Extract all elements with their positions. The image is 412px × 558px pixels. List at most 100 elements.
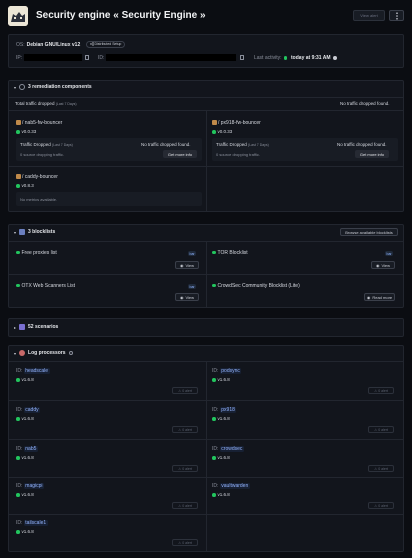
log-processor-version: v1.6.8 xyxy=(212,416,230,421)
copy-id-icon[interactable] xyxy=(240,54,244,60)
log-processors-header[interactable]: ▾ Log processors xyxy=(14,350,74,356)
read-more-button[interactable]: ◉ Read more xyxy=(364,293,395,301)
copy-ip-icon[interactable] xyxy=(85,54,89,60)
view-blocklist-button[interactable]: ◉ View xyxy=(371,261,395,269)
bouncer-name: / px918-fw-bouncer xyxy=(218,120,261,126)
alerts-label: 0 alert xyxy=(182,388,192,393)
activity-status-dot xyxy=(283,56,288,60)
status-dot xyxy=(212,283,216,288)
distributed-setup-badge: Distributed Setup xyxy=(86,40,125,48)
scenarios-card[interactable] xyxy=(8,318,404,337)
eye-icon: ◉ xyxy=(179,262,184,268)
divider xyxy=(8,439,404,440)
traffic-period: (Last 7 Days) xyxy=(248,143,269,147)
alerts-button[interactable]: ⚠ 0 alert xyxy=(172,465,198,472)
info-icon[interactable] xyxy=(68,350,74,356)
log-processor-version: v1.6.8 xyxy=(16,529,34,534)
status-dot xyxy=(16,417,20,421)
bouncer-icon xyxy=(16,174,21,180)
alert-icon: ⚠ xyxy=(178,503,182,508)
log-processor-version: v1.6.8 xyxy=(16,492,34,497)
blocklists-header[interactable]: ▾ 3 blocklists xyxy=(14,229,55,235)
version-label: v1.6.8 xyxy=(21,529,34,534)
blocklist-name: Free proxies list xyxy=(21,250,57,256)
log-processor-id: ID: px918 xyxy=(212,407,237,413)
alert-icon: ⚠ xyxy=(178,466,182,471)
log-processor-version: v1.6.8 xyxy=(16,416,34,421)
get-more-info-button[interactable]: Get more info xyxy=(355,150,389,158)
log-processor-name: crowdsec xyxy=(219,446,244,452)
browse-blocklists-label: Browse available blocklists xyxy=(345,229,393,235)
alert-icon: ⚠ xyxy=(178,540,182,545)
alerts-button[interactable]: ⚠ 0 alert xyxy=(368,465,394,472)
view-alert-button[interactable]: View alert xyxy=(353,10,385,21)
eye-icon: ◉ xyxy=(366,294,371,300)
scenarios-header[interactable]: ▸ 52 scenarios xyxy=(14,324,58,330)
alerts-button[interactable]: ⚠ 0 alert xyxy=(172,426,198,433)
alert-icon: ⚠ xyxy=(178,388,182,393)
status-dot xyxy=(16,283,20,288)
scenarios-title: 52 scenarios xyxy=(28,324,59,330)
view-blocklist-button[interactable]: ◉ View xyxy=(175,261,199,269)
eye-icon: ◉ xyxy=(179,294,184,300)
version-label: v1.6.8 xyxy=(217,492,230,497)
ip-value-redacted xyxy=(24,54,82,61)
alerts-label: 0 alert xyxy=(378,388,388,393)
log-processor-id: ID: caddy xyxy=(16,407,41,413)
distributed-icon xyxy=(89,42,94,46)
engine-avatar xyxy=(8,6,28,26)
alerts-button[interactable]: ⚠ 0 alert xyxy=(172,502,198,509)
view-label: View xyxy=(185,262,195,268)
alert-icon: ⚠ xyxy=(374,427,378,432)
log-processor-id: ID: vaultwarden xyxy=(212,483,250,489)
remediation-header[interactable]: ▾ 3 remediation components xyxy=(14,84,92,90)
alerts-button[interactable]: ⚠ 0 alert xyxy=(172,539,198,546)
alerts-label: 0 alert xyxy=(182,503,192,508)
divider xyxy=(8,477,404,478)
bouncer-name: / caddy-bouncer xyxy=(22,174,58,180)
no-metrics-text: No metrics available. xyxy=(20,197,58,202)
version-label: v1.6.8 xyxy=(21,492,34,497)
traffic-dropped-label: Traffic Dropped (Last 7 Days) xyxy=(216,142,269,147)
blocklist-badge: bar xyxy=(188,284,197,289)
browse-blocklists-button[interactable]: Browse available blocklists xyxy=(340,228,398,236)
id-label: ID: xyxy=(16,520,23,526)
eye-icon: ◉ xyxy=(375,262,380,268)
alert-icon: ⚠ xyxy=(374,388,378,393)
os-row: OS: Debian GNU/Linux v12 xyxy=(16,42,80,48)
version-label: v1.6.8 xyxy=(21,455,34,460)
alerts-button[interactable]: ⚠ 0 alert xyxy=(368,426,394,433)
get-more-info-button[interactable]: Get more info xyxy=(163,150,197,158)
more-menu-button[interactable] xyxy=(389,10,404,21)
log-processor-id: ID: nab5 xyxy=(16,446,38,452)
version-label: v1.6.8 xyxy=(21,377,34,382)
alert-icon: ⚠ xyxy=(178,427,182,432)
log-processor-icon xyxy=(19,350,26,356)
get-more-info-label: Get more info xyxy=(167,151,193,157)
id-label: ID: xyxy=(16,368,23,374)
info-icon[interactable] xyxy=(332,56,337,60)
bouncer-version: v0.8.3 xyxy=(16,183,34,188)
version-label: v1.6.8 xyxy=(21,416,34,421)
log-processor-version: v1.6.8 xyxy=(212,455,230,460)
alerts-button[interactable]: ⚠ 0 alert xyxy=(368,387,394,394)
divider xyxy=(8,166,404,167)
log-processor-name: px918 xyxy=(219,407,237,413)
last-activity-value: today at 9:31 AM xyxy=(291,55,331,61)
log-processor-id: ID: podsync xyxy=(212,368,242,374)
log-processors-title: Log processors xyxy=(28,350,66,356)
alert-icon: ⚠ xyxy=(374,466,378,471)
status-dot xyxy=(16,530,20,534)
status-dot xyxy=(212,378,216,382)
os-value: Debian GNU/Linux v12 xyxy=(26,42,81,48)
blocklist-icon xyxy=(19,229,26,235)
version-label: v1.6.8 xyxy=(217,455,230,460)
alerts-label: 0 alert xyxy=(378,427,388,432)
alerts-button[interactable]: ⚠ 0 alert xyxy=(172,387,198,394)
view-blocklist-button[interactable]: ◉ View xyxy=(175,293,199,301)
os-label: OS: xyxy=(16,42,25,48)
alerts-button[interactable]: ⚠ 0 alert xyxy=(368,502,394,509)
divider xyxy=(8,97,404,98)
last-activity: Last activity: today at 9:31 AM xyxy=(254,55,337,61)
blocklists-title: 3 blocklists xyxy=(28,229,56,235)
